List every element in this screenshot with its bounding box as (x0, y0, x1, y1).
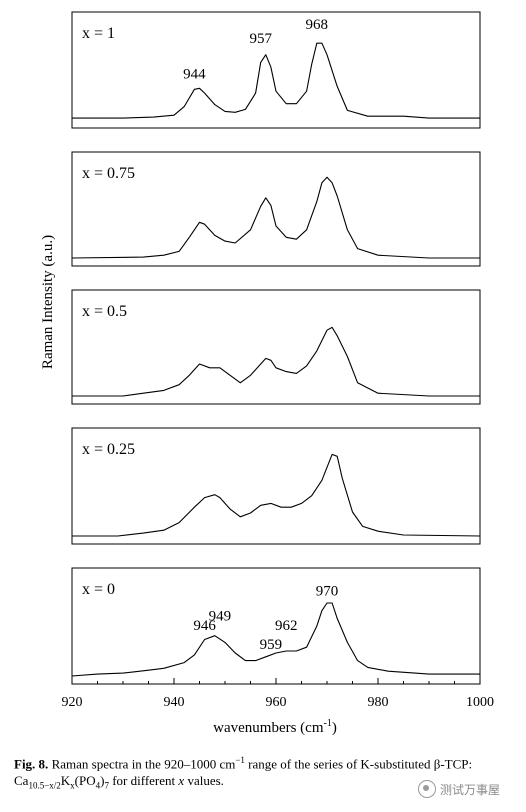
caption-fig-label: Fig. 8. (14, 756, 49, 772)
x-tick-label: 960 (266, 695, 287, 710)
x-tick-label: 1000 (466, 695, 494, 710)
peak-label: 946 (193, 618, 216, 634)
raman-spectra-figure: x = 1 944 957 968 x = 0.75 x = 0.5 x = 0.25 x =… (40, 11, 494, 736)
spectrum-panel: x = 0.75 (71, 151, 481, 267)
peak-label: 959 (260, 637, 283, 653)
peak-label: 970 (316, 583, 339, 599)
caption-sub: 10.5−x/2 (28, 780, 61, 791)
peak-label: 962 (275, 618, 298, 634)
caption-sub: 4 (95, 780, 101, 791)
panel-frame (71, 289, 481, 405)
peak-label: 944 (183, 67, 206, 83)
figure-caption: Fig. 8. Raman spectra in the 920–1000 cm… (14, 752, 514, 795)
circle-logo-icon (418, 780, 436, 798)
peak-label: 968 (306, 17, 329, 33)
watermark: 测试万事屋 (418, 780, 500, 798)
spectrum-line (72, 453, 481, 537)
watermark-text: 测试万事屋 (440, 782, 501, 797)
x-tick-label: 940 (164, 695, 185, 710)
series-label: x = 0 (82, 581, 115, 598)
panel-frame (71, 427, 481, 545)
panel-frame (71, 151, 481, 267)
caption-italic: x (178, 773, 185, 789)
peak-label: 949 (209, 608, 232, 624)
spectrum-line (72, 42, 480, 119)
caption-text: (PO (74, 773, 96, 789)
series-label: x = 0.5 (82, 303, 127, 320)
chart-panels: x = 1 944 957 968 x = 0.75 x = 0.5 x = 0.25 x =… (71, 11, 481, 685)
x-tick-label: 980 (368, 695, 389, 710)
spectrum-line (71, 176, 480, 259)
spectrum-panel: x = 1 944 957 968 (71, 11, 481, 129)
caption-sub: x (70, 780, 75, 791)
caption-sup: −1 (235, 755, 245, 765)
caption-text: for different (108, 773, 179, 789)
spectrum-panel: x = 0.5 (71, 289, 481, 405)
caption-text: range of the series of K-substituted β-T… (14, 756, 473, 789)
y-axis-label: Raman Intensity (a.u.) (40, 235, 56, 369)
caption-sub: 7 (104, 780, 109, 791)
x-tick-label: 920 (62, 695, 83, 710)
caption-text: K (60, 773, 71, 789)
panel-frame (71, 11, 481, 129)
caption-text: ) (100, 773, 105, 789)
series-label: x = 0.75 (82, 165, 135, 182)
spectrum-panel: x = 0.25 (71, 427, 481, 545)
series-label: x = 0.25 (82, 441, 135, 458)
series-label: x = 1 (82, 25, 115, 42)
x-axis: 920 940 960 980 1000 (62, 678, 494, 710)
spectrum-line (72, 326, 480, 397)
x-axis-label: wavenumbers (cm-1) (213, 718, 337, 736)
caption-text: Raman spectra in the 920–1000 cm (48, 756, 236, 772)
caption-text: values. (184, 773, 224, 789)
peak-label: 957 (249, 31, 272, 47)
spectrum-line (71, 602, 480, 677)
